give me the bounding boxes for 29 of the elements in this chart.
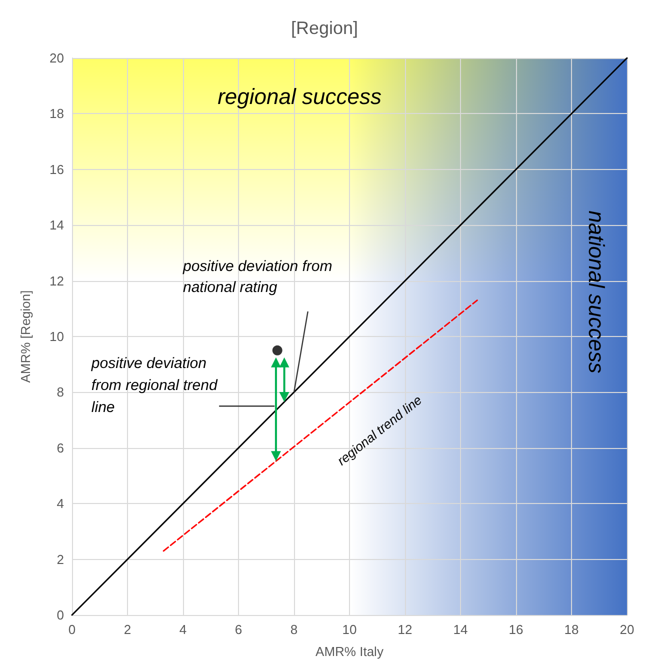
y-tick-label: 20 xyxy=(50,50,64,66)
y-tick-label: 0 xyxy=(56,608,64,622)
x-axis-title: AMR% Italy xyxy=(316,644,384,659)
x-tick-label: 0 xyxy=(68,622,76,637)
y-tick-label: 10 xyxy=(50,329,64,344)
y-tick-label: 14 xyxy=(50,218,64,233)
y-tick-label: 2 xyxy=(56,552,64,567)
x-tick-label: 10 xyxy=(342,622,357,637)
y-tick-label: 8 xyxy=(56,384,64,400)
x-tick-label: 20 xyxy=(620,622,634,637)
x-tick-label: 18 xyxy=(564,622,579,637)
y-tick-label: 4 xyxy=(56,496,64,512)
annotation: national success xyxy=(583,210,610,374)
x-tick-label: 4 xyxy=(179,622,187,637)
x-tick-label: 2 xyxy=(124,622,132,637)
annotation: positive deviation from national rating xyxy=(183,256,334,298)
y-tick-label: 12 xyxy=(50,273,64,288)
x-tick-label: 8 xyxy=(290,622,298,637)
y-tick-label: 6 xyxy=(56,440,64,456)
chart-title: [Region] xyxy=(290,18,358,38)
y-tick-label: 18 xyxy=(50,106,64,122)
x-tick-label: 6 xyxy=(234,622,242,637)
annotation: positive deviation from regional trend line xyxy=(91,354,219,418)
x-tick-label: 14 xyxy=(453,622,468,637)
y-axis-title: AMR% [Region] xyxy=(18,290,33,383)
x-tick-label: 16 xyxy=(508,622,524,637)
annotation: regional success xyxy=(218,83,382,112)
x-tick-label: 12 xyxy=(398,622,412,637)
y-tick-label: 16 xyxy=(50,162,64,177)
